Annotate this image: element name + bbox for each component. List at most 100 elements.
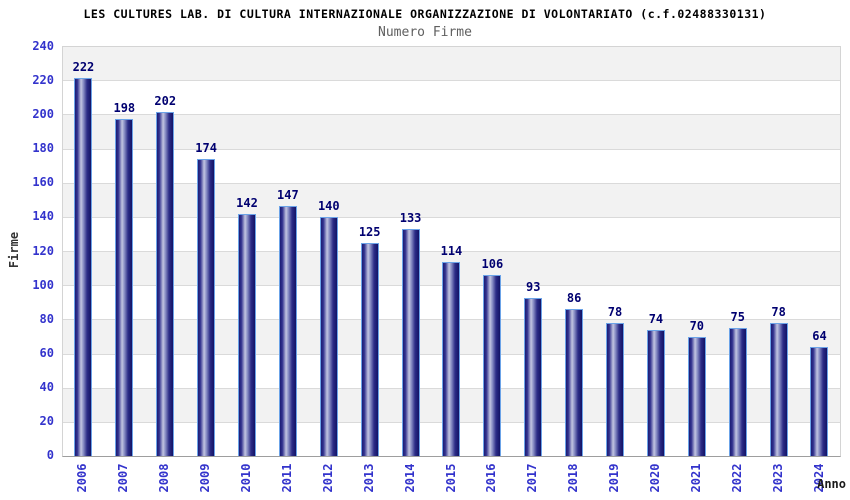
bar-value-label: 64 (812, 328, 827, 343)
bar-value-label: 75 (730, 310, 745, 325)
x-tick-label: 2015 (443, 463, 458, 493)
y-tick-label: 240 (32, 39, 54, 53)
grid-band (63, 217, 840, 253)
bar-column: 64 (799, 47, 840, 456)
x-tick-label: 2014 (402, 463, 417, 493)
bar (524, 297, 543, 456)
y-tick-label: 0 (46, 448, 54, 462)
x-tick-label: 2017 (525, 463, 540, 493)
bar-column: 114 (431, 47, 472, 456)
bar-column: 142 (227, 47, 268, 456)
y-tick-label: 160 (32, 175, 54, 190)
x-tick-label: 2018 (566, 463, 581, 493)
grid-band (63, 47, 840, 82)
bar (278, 205, 297, 456)
bar-value-label: 142 (236, 196, 258, 211)
bar-value-label: 74 (648, 311, 664, 326)
y-axis-title: Firme (7, 231, 21, 269)
x-tick-label: 2020 (647, 463, 662, 493)
bar-value-label: 93 (526, 279, 541, 294)
y-tick-label: 60 (39, 345, 54, 360)
grid-band (63, 149, 840, 184)
bar-value-label: 78 (607, 305, 623, 320)
bar (115, 118, 134, 456)
bar-value-label: 133 (399, 211, 422, 226)
bar (442, 261, 461, 456)
y-tick-label: 40 (39, 379, 54, 394)
bar-column: 78 (595, 47, 636, 456)
bar (565, 309, 584, 456)
chart-title: LES CULTURES LAB. DI CULTURA INTERNAZION… (83, 7, 767, 21)
bar-column: 198 (104, 47, 145, 456)
x-tick-label: 2010 (239, 463, 254, 493)
bar (238, 214, 256, 456)
x-tick-label: 2012 (320, 463, 335, 493)
bar-column: 78 (758, 47, 799, 456)
bar-column: 174 (186, 47, 227, 456)
y-tick-label: 80 (39, 311, 54, 326)
bar (728, 328, 747, 456)
bar-column: 133 (390, 47, 431, 456)
bar-column: 75 (717, 47, 758, 456)
bar (810, 346, 829, 456)
x-tick-label: 2007 (116, 463, 131, 493)
bar-column: 74 (635, 47, 676, 456)
y-tick-label: 220 (32, 73, 54, 88)
bar-column: 106 (472, 47, 513, 456)
bar (646, 329, 665, 456)
bar-column: 202 (145, 47, 186, 456)
grid-band (63, 183, 840, 218)
grid-band (63, 115, 840, 150)
bar-value-label: 202 (154, 93, 177, 108)
bar-column: 86 (554, 47, 595, 456)
bar-column: 125 (349, 47, 390, 456)
x-tick-label: 2021 (688, 463, 703, 493)
x-tick-label: 2006 (75, 463, 90, 493)
chart-subtitle: Numero Firme (378, 25, 472, 40)
bar-column: 93 (513, 47, 554, 456)
bar (606, 323, 625, 456)
bar-value-label: 106 (481, 257, 504, 272)
bar-column: 222 (63, 47, 104, 456)
grid-band (63, 81, 840, 116)
y-tick-label: 180 (32, 141, 54, 156)
bar-value-label: 147 (277, 187, 299, 202)
bar (156, 111, 175, 456)
bar-value-label: 140 (317, 199, 340, 214)
bar-value-label: 198 (113, 100, 136, 115)
bar (197, 159, 216, 456)
bar (360, 242, 379, 456)
plot-area: 222 198 202 174 142 147 140 125 133 114 106 93 86 78 7… (62, 46, 841, 457)
x-tick-label: 2011 (279, 463, 294, 493)
bar (769, 323, 788, 456)
bar (401, 229, 420, 456)
bar-value-label: 174 (195, 141, 217, 156)
bar-column: 147 (267, 47, 308, 456)
bar (687, 336, 706, 456)
x-tick-label: 2023 (770, 463, 785, 493)
x-tick-label: 2022 (729, 463, 744, 493)
x-tick-label: 2008 (157, 463, 172, 493)
x-tick-label: 2009 (198, 463, 213, 493)
bar-value-label: 222 (72, 59, 95, 74)
bar-value-label: 125 (358, 224, 381, 239)
bar-value-label: 70 (689, 318, 705, 333)
bar (74, 77, 93, 456)
bar-value-label: 78 (771, 305, 786, 320)
bar-column: 70 (676, 47, 717, 456)
y-tick-label: 120 (32, 243, 54, 258)
bar-value-label: 114 (440, 243, 463, 258)
y-tick-label: 200 (32, 107, 54, 122)
x-tick-label: 2019 (607, 463, 622, 493)
bar (483, 275, 502, 456)
y-tick-label: 140 (32, 209, 54, 224)
bar-column: 140 (308, 47, 349, 456)
x-tick-label: 2013 (361, 463, 376, 493)
bar (319, 217, 338, 456)
y-tick-label: 100 (32, 277, 54, 292)
x-axis-title: Anno (817, 477, 846, 491)
bar-value-label: 86 (566, 291, 582, 306)
x-tick-label: 2016 (484, 463, 499, 493)
y-tick-label: 20 (39, 413, 54, 428)
